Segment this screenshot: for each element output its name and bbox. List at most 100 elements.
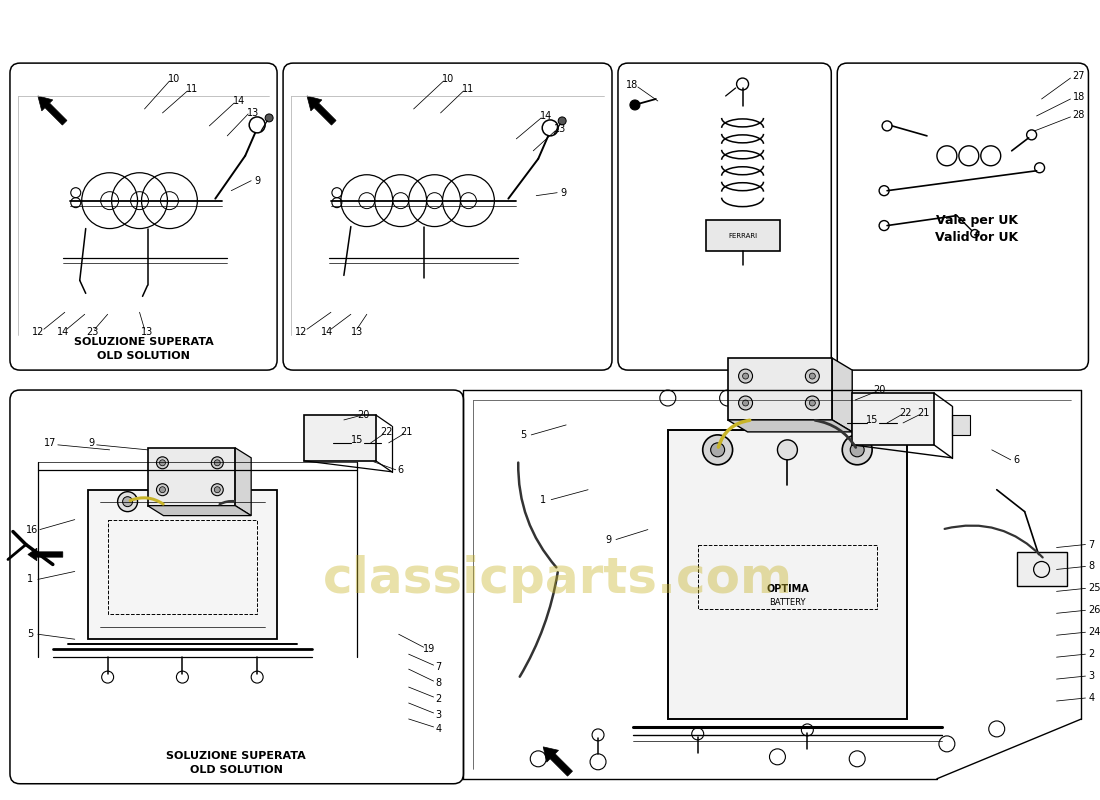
Circle shape [160, 460, 165, 466]
Circle shape [530, 751, 547, 766]
Circle shape [160, 486, 165, 493]
Text: 1: 1 [26, 574, 33, 585]
Circle shape [711, 443, 725, 457]
Circle shape [849, 751, 866, 766]
Text: 7: 7 [1088, 539, 1094, 550]
Bar [1016, 551, 1067, 586]
Circle shape [590, 754, 606, 770]
Text: 9: 9 [89, 438, 95, 448]
Text: 5: 5 [520, 430, 527, 440]
Circle shape [692, 728, 704, 740]
Polygon shape [307, 96, 337, 125]
Circle shape [770, 749, 785, 765]
Text: 11: 11 [462, 84, 474, 94]
Polygon shape [543, 747, 572, 776]
Text: 15: 15 [866, 415, 878, 425]
Text: 13: 13 [554, 124, 566, 134]
Polygon shape [235, 448, 251, 516]
Circle shape [738, 369, 752, 383]
Text: 9: 9 [605, 534, 612, 545]
Text: 28: 28 [1072, 110, 1085, 120]
Text: 22: 22 [381, 427, 393, 437]
Text: 8: 8 [1088, 562, 1094, 571]
Text: 7: 7 [436, 662, 442, 672]
Circle shape [156, 457, 168, 469]
Circle shape [805, 396, 820, 410]
Text: 2: 2 [436, 694, 442, 704]
Text: OLD SOLUTION: OLD SOLUTION [190, 765, 283, 774]
Text: 14: 14 [57, 327, 69, 338]
Circle shape [660, 390, 675, 406]
Text: 16: 16 [25, 525, 39, 534]
Circle shape [122, 497, 133, 506]
Circle shape [558, 117, 566, 125]
Bar [727, 358, 833, 420]
Text: 2: 2 [1088, 649, 1094, 659]
Polygon shape [28, 548, 63, 561]
Text: 6: 6 [397, 465, 404, 474]
Bar [668, 430, 907, 719]
Text: 4: 4 [1088, 693, 1094, 703]
Bar [304, 415, 376, 461]
Circle shape [843, 435, 872, 465]
Text: 23: 23 [87, 327, 99, 338]
Text: 10: 10 [168, 74, 180, 84]
Text: 10: 10 [442, 74, 454, 84]
Text: 5: 5 [26, 630, 33, 639]
Text: 19: 19 [422, 644, 435, 654]
Text: classicparts.com: classicparts.com [323, 555, 793, 603]
Bar [852, 393, 934, 445]
Text: 24: 24 [1088, 627, 1100, 638]
Text: 13: 13 [351, 327, 363, 338]
Text: FERRARI: FERRARI [728, 233, 757, 238]
Text: OPTIMA: OPTIMA [766, 584, 808, 594]
Text: 14: 14 [233, 96, 245, 106]
Bar [952, 415, 970, 435]
Circle shape [214, 486, 220, 493]
Circle shape [802, 724, 813, 736]
Circle shape [232, 497, 242, 506]
Text: 21: 21 [916, 408, 930, 418]
Circle shape [742, 400, 748, 406]
Text: 4: 4 [436, 724, 441, 734]
Text: 11: 11 [186, 84, 198, 94]
Circle shape [211, 457, 223, 469]
Circle shape [214, 460, 220, 466]
Circle shape [810, 400, 815, 406]
Text: 20: 20 [358, 410, 370, 420]
Circle shape [810, 373, 815, 379]
Text: 18: 18 [626, 80, 638, 90]
Text: 12: 12 [32, 327, 44, 338]
Text: 14: 14 [540, 111, 552, 121]
Text: 18: 18 [1072, 92, 1085, 102]
Polygon shape [147, 506, 251, 516]
Circle shape [228, 492, 248, 512]
Text: 21: 21 [400, 427, 412, 437]
Text: 3: 3 [1088, 671, 1094, 681]
Bar [88, 490, 277, 639]
Text: 3: 3 [436, 710, 441, 720]
Circle shape [989, 721, 1004, 737]
Text: 13: 13 [142, 327, 154, 338]
Text: 25: 25 [1088, 583, 1100, 594]
Text: Vale per UK: Vale per UK [936, 214, 1018, 227]
Circle shape [265, 114, 273, 122]
Circle shape [101, 671, 113, 683]
Circle shape [251, 671, 263, 683]
Text: 17: 17 [44, 438, 56, 448]
Text: 20: 20 [873, 385, 886, 395]
Text: SOLUZIONE SUPERATA: SOLUZIONE SUPERATA [74, 337, 213, 347]
Text: 1: 1 [540, 494, 547, 505]
Text: 9: 9 [254, 176, 261, 186]
Text: 9: 9 [560, 188, 566, 198]
Text: 6: 6 [1013, 455, 1020, 465]
Bar [706, 219, 780, 251]
Text: 8: 8 [436, 678, 441, 688]
Text: OLD SOLUTION: OLD SOLUTION [97, 351, 190, 361]
Bar [147, 448, 235, 506]
Circle shape [211, 484, 223, 496]
Circle shape [939, 736, 955, 752]
Circle shape [778, 440, 798, 460]
Circle shape [742, 373, 748, 379]
Text: 15: 15 [351, 435, 363, 445]
